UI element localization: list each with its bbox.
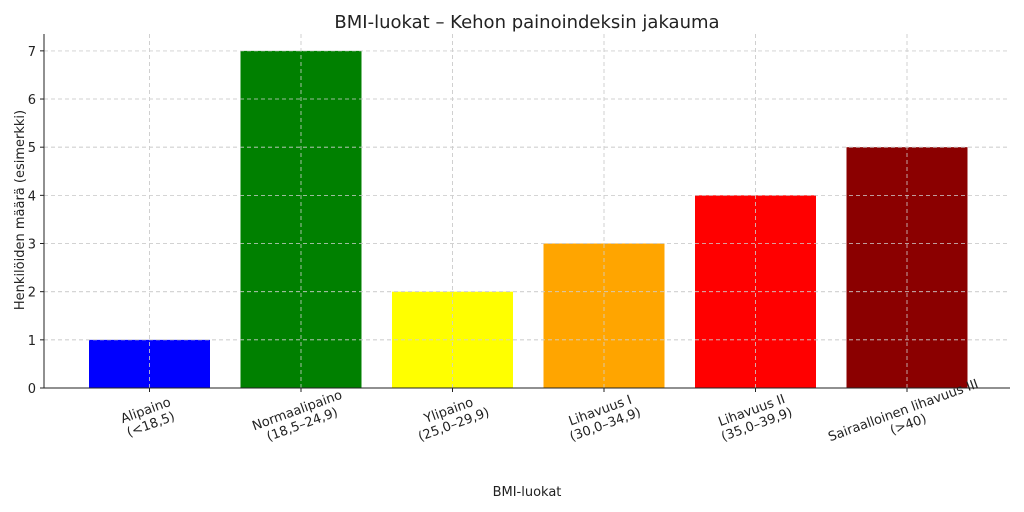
y-axis-label: Henkilöiden määrä (esimerkki) [13,110,28,310]
y-tick-label: 1 [28,334,36,349]
x-tick-label: Alipaino(<18,5) [119,395,178,441]
bar-layer [44,34,1010,388]
x-tick-label: Sairaalloinen lihavuus III(>40) [826,377,985,459]
y-tick-label: 6 [28,93,36,108]
y-tick-label: 7 [28,45,36,60]
x-tick-label: Lihavuus I(30,0–34,9) [563,391,643,445]
x-tick-label: Lihavuus II(35,0–39,9) [714,391,794,445]
y-tick-label: 3 [28,238,36,253]
x-tick-label: Normaalipaino(18,5–24,9) [250,388,349,449]
x-tick-label: Ylipaino(25,0–29,9) [411,391,491,445]
y-tick-label: 4 [28,189,36,204]
y-tick-label: 0 [28,382,36,397]
y-tick-label: 5 [28,141,36,156]
y-tick-label: 2 [28,286,36,301]
x-axis-label: BMI-luokat [493,485,562,500]
chart-title: BMI-luokat – Kehon painoindeksin jakauma [334,12,719,33]
